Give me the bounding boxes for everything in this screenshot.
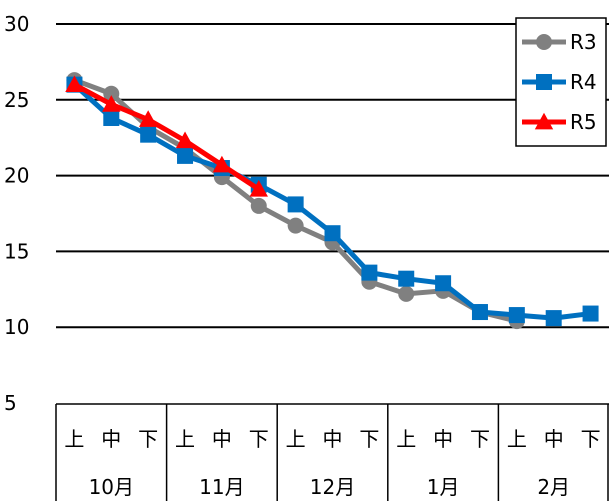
x-tick-label: 中 bbox=[433, 427, 453, 451]
x-group-label: 12月 bbox=[310, 475, 355, 499]
x-tick-label: 上 bbox=[507, 427, 527, 451]
legend-swatch-marker bbox=[536, 34, 552, 50]
x-tick-label: 中 bbox=[101, 427, 121, 451]
point-R5 bbox=[65, 75, 84, 92]
point-R4 bbox=[324, 225, 341, 242]
series-R4 bbox=[66, 76, 599, 327]
point-R3 bbox=[103, 85, 120, 102]
point-R4 bbox=[545, 310, 562, 327]
legend: R3 R4 R5 bbox=[515, 17, 607, 147]
point-R4 bbox=[398, 270, 415, 287]
point-R4 bbox=[177, 147, 194, 164]
point-R3 bbox=[250, 197, 267, 214]
point-R4 bbox=[508, 307, 525, 324]
x-tick-label: 下 bbox=[138, 427, 158, 451]
point-R5 bbox=[175, 131, 195, 149]
x-group-label: 1月 bbox=[427, 475, 460, 499]
point-R4 bbox=[103, 109, 120, 126]
legend-entry-R3: R3 bbox=[522, 30, 597, 54]
point-R3 bbox=[287, 217, 304, 234]
legend-label: R5 bbox=[570, 110, 597, 134]
y-tick-label: 20 bbox=[4, 164, 29, 188]
point-R4 bbox=[361, 264, 378, 281]
point-R4 bbox=[435, 275, 452, 292]
x-tick-label: 上 bbox=[64, 427, 84, 451]
point-R5 bbox=[249, 180, 268, 197]
y-tick-label: 25 bbox=[4, 88, 29, 112]
legend-label: R3 bbox=[570, 30, 597, 54]
point-R5 bbox=[102, 95, 121, 112]
x-tick-label: 上 bbox=[175, 427, 195, 451]
x-axis-table: 上中下上中下上中下上中下上中下10月 11月 12月 1月 2月 bbox=[55, 403, 609, 501]
point-R4 bbox=[582, 305, 599, 322]
x-tick-label: 中 bbox=[323, 427, 343, 451]
point-R5 bbox=[138, 110, 158, 127]
x-tick-label: 下 bbox=[581, 427, 601, 451]
point-R4 bbox=[140, 126, 157, 143]
point-R3 bbox=[398, 285, 415, 302]
x-group-label: 2月 bbox=[537, 475, 570, 499]
point-R5 bbox=[212, 155, 232, 173]
series-R5 bbox=[65, 75, 268, 197]
x-group-label: 11月 bbox=[199, 475, 244, 499]
y-tick-label: 10 bbox=[4, 315, 29, 339]
x-tick-label: 上 bbox=[396, 427, 416, 451]
legend-swatch-marker bbox=[536, 74, 552, 90]
legend-entry-R5: R5 bbox=[522, 110, 597, 134]
x-tick-label: 下 bbox=[249, 427, 269, 451]
y-tick-label: 5 bbox=[4, 391, 17, 415]
legend-entry-R4: R4 bbox=[522, 70, 597, 94]
x-tick-label: 上 bbox=[286, 427, 306, 451]
point-R4 bbox=[471, 304, 488, 321]
x-tick-label: 中 bbox=[212, 427, 232, 451]
y-tick-label: 15 bbox=[4, 239, 29, 263]
x-tick-label: 中 bbox=[544, 427, 564, 451]
y-tick-label: 30 bbox=[4, 12, 29, 36]
x-group-label: 10月 bbox=[89, 475, 134, 499]
x-tick-label: 下 bbox=[470, 427, 490, 451]
legend-swatch-marker bbox=[534, 112, 554, 130]
x-tick-label: 下 bbox=[359, 427, 379, 451]
point-R4 bbox=[287, 196, 304, 213]
y-axis: 5 10 15 20 25 30 bbox=[4, 12, 29, 415]
legend-label: R4 bbox=[570, 70, 597, 94]
series-layer bbox=[65, 72, 599, 330]
